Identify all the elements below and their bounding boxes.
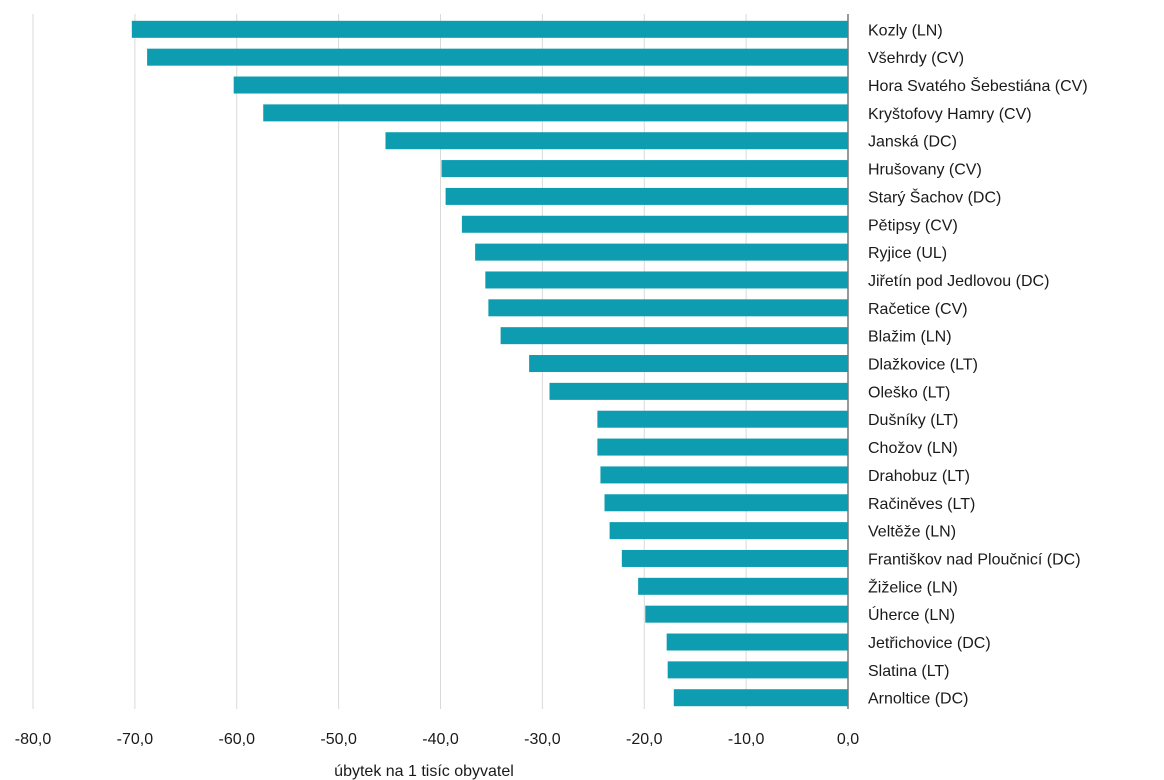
category-label: Pětipsy (CV) <box>868 217 958 234</box>
category-label: Račiněves (LT) <box>868 496 975 513</box>
category-label: Starý Šachov (DC) <box>868 187 1001 206</box>
x-tick-label: -60,0 <box>219 731 256 748</box>
category-label: Úherce (LN) <box>868 605 955 624</box>
category-labels: Kozly (LN) Všehrdy (CV) Hora Svatého Šebes… <box>868 22 1088 707</box>
x-tick-labels: -80,0 -70,0 -60,0 -50,0 -40,0 -30,0 -20,0 -10,0… <box>15 731 859 748</box>
bar <box>666 633 848 651</box>
bar <box>131 20 849 38</box>
category-label: Hora Svatého Šebestiána (CV) <box>868 76 1088 95</box>
x-tick-label: 0,0 <box>837 731 859 748</box>
bar <box>147 48 849 66</box>
x-tick-label: -20,0 <box>626 731 663 748</box>
category-label: Jetřichovice (DC) <box>868 635 991 652</box>
category-label: Arnoltice (DC) <box>868 691 968 708</box>
bar <box>475 243 848 261</box>
x-tick-label: -70,0 <box>117 731 154 748</box>
category-label: Oleško (LT) <box>868 384 950 401</box>
bar <box>233 76 849 94</box>
category-label: Hrušovany (CV) <box>868 162 982 179</box>
x-tick-label: -40,0 <box>422 731 459 748</box>
bar <box>488 299 848 317</box>
category-label: Františkov nad Ploučnicí (DC) <box>868 551 1081 568</box>
bar <box>441 160 848 178</box>
category-label: Dlažkovice (LT) <box>868 357 978 374</box>
bar <box>385 132 848 150</box>
category-label: Kozly (LN) <box>868 22 943 39</box>
bar <box>263 104 848 122</box>
bar <box>667 661 848 679</box>
bar <box>673 689 848 707</box>
bar <box>600 466 848 484</box>
bar <box>461 215 848 233</box>
x-axis-title: úbytek na 1 tisíc obyvatel <box>334 763 514 780</box>
x-tick-label: -10,0 <box>728 731 765 748</box>
category-label: Janská (DC) <box>868 134 957 151</box>
bar <box>621 549 848 567</box>
bar <box>597 438 848 456</box>
x-tick-label: -30,0 <box>524 731 561 748</box>
category-label: Jiřetín pod Jedlovou (DC) <box>868 273 1049 290</box>
category-label: Dušníky (LT) <box>868 412 958 429</box>
category-label: Ryjice (UL) <box>868 245 947 262</box>
category-label: Žiželice (LN) <box>868 577 958 596</box>
x-tick-label: -50,0 <box>320 731 357 748</box>
bar <box>638 577 848 595</box>
category-label: Račetice (CV) <box>868 301 968 318</box>
bar <box>529 355 848 373</box>
category-label: Veltěže (LN) <box>868 524 956 541</box>
bar <box>549 382 848 400</box>
category-label: Chožov (LN) <box>868 440 958 457</box>
bar <box>645 605 848 623</box>
category-label: Slatina (LT) <box>868 663 950 680</box>
bar <box>604 494 848 512</box>
category-label: Všehrdy (CV) <box>868 50 964 67</box>
bar <box>500 327 848 345</box>
category-label: Blažim (LN) <box>868 329 952 346</box>
category-label: Drahobuz (LT) <box>868 468 970 485</box>
bar <box>597 410 848 428</box>
bar <box>609 522 848 540</box>
bar <box>445 187 848 205</box>
bar <box>485 271 848 289</box>
x-tick-label: -80,0 <box>15 731 52 748</box>
bars <box>131 20 849 707</box>
category-label: Kryštofovy Hamry (CV) <box>868 106 1032 123</box>
